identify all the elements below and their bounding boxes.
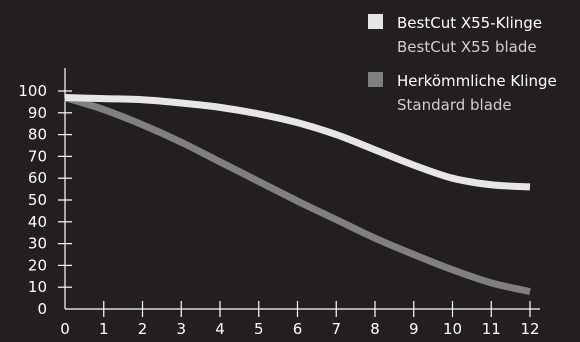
y-tick-label: 80	[28, 126, 47, 144]
series-lines	[63, 94, 531, 295]
x-tick-label: 10	[443, 320, 462, 338]
y-tick-label: 10	[28, 278, 47, 296]
series-line-bestcut	[64, 94, 531, 191]
y-tick-label: 90	[28, 104, 47, 122]
x-tick-label: 12	[520, 320, 539, 338]
y-tick-label: 50	[28, 191, 47, 209]
legend-sublabel-standard: Standard blade	[397, 96, 512, 114]
y-tick-label: 60	[28, 169, 47, 187]
x-tick-label: 9	[409, 320, 419, 338]
y-tick-label: 100	[18, 82, 47, 100]
legend-sublabel-bestcut: BestCut X55 blade	[397, 38, 537, 56]
y-tick-label: 40	[28, 213, 47, 231]
x-tick-label: 11	[482, 320, 501, 338]
x-tick-label: 1	[99, 320, 109, 338]
y-tick-label: 70	[28, 147, 47, 165]
x-tick-label: 3	[176, 320, 186, 338]
legend-label-bestcut: BestCut X55-Klinge	[397, 14, 542, 32]
x-tick-label: 0	[60, 320, 70, 338]
axes	[58, 68, 540, 317]
legend: BestCut X55-Klinge BestCut X55 blade Her…	[368, 14, 557, 114]
x-tick-label: 2	[138, 320, 148, 338]
x-tick-label: 4	[215, 320, 225, 338]
x-tick-label: 5	[254, 320, 264, 338]
x-tick-label: 6	[293, 320, 303, 338]
x-tick-label: 8	[370, 320, 380, 338]
y-tick-label: 0	[37, 300, 47, 318]
y-tick-label: 20	[28, 256, 47, 274]
legend-swatch-bestcut	[368, 14, 383, 29]
legend-swatch-standard	[368, 72, 383, 87]
x-tick-label: 7	[331, 320, 341, 338]
legend-label-standard: Herkömmliche Klinge	[397, 72, 557, 90]
y-tick-label: 30	[28, 235, 47, 253]
series-line-standard	[63, 94, 531, 295]
